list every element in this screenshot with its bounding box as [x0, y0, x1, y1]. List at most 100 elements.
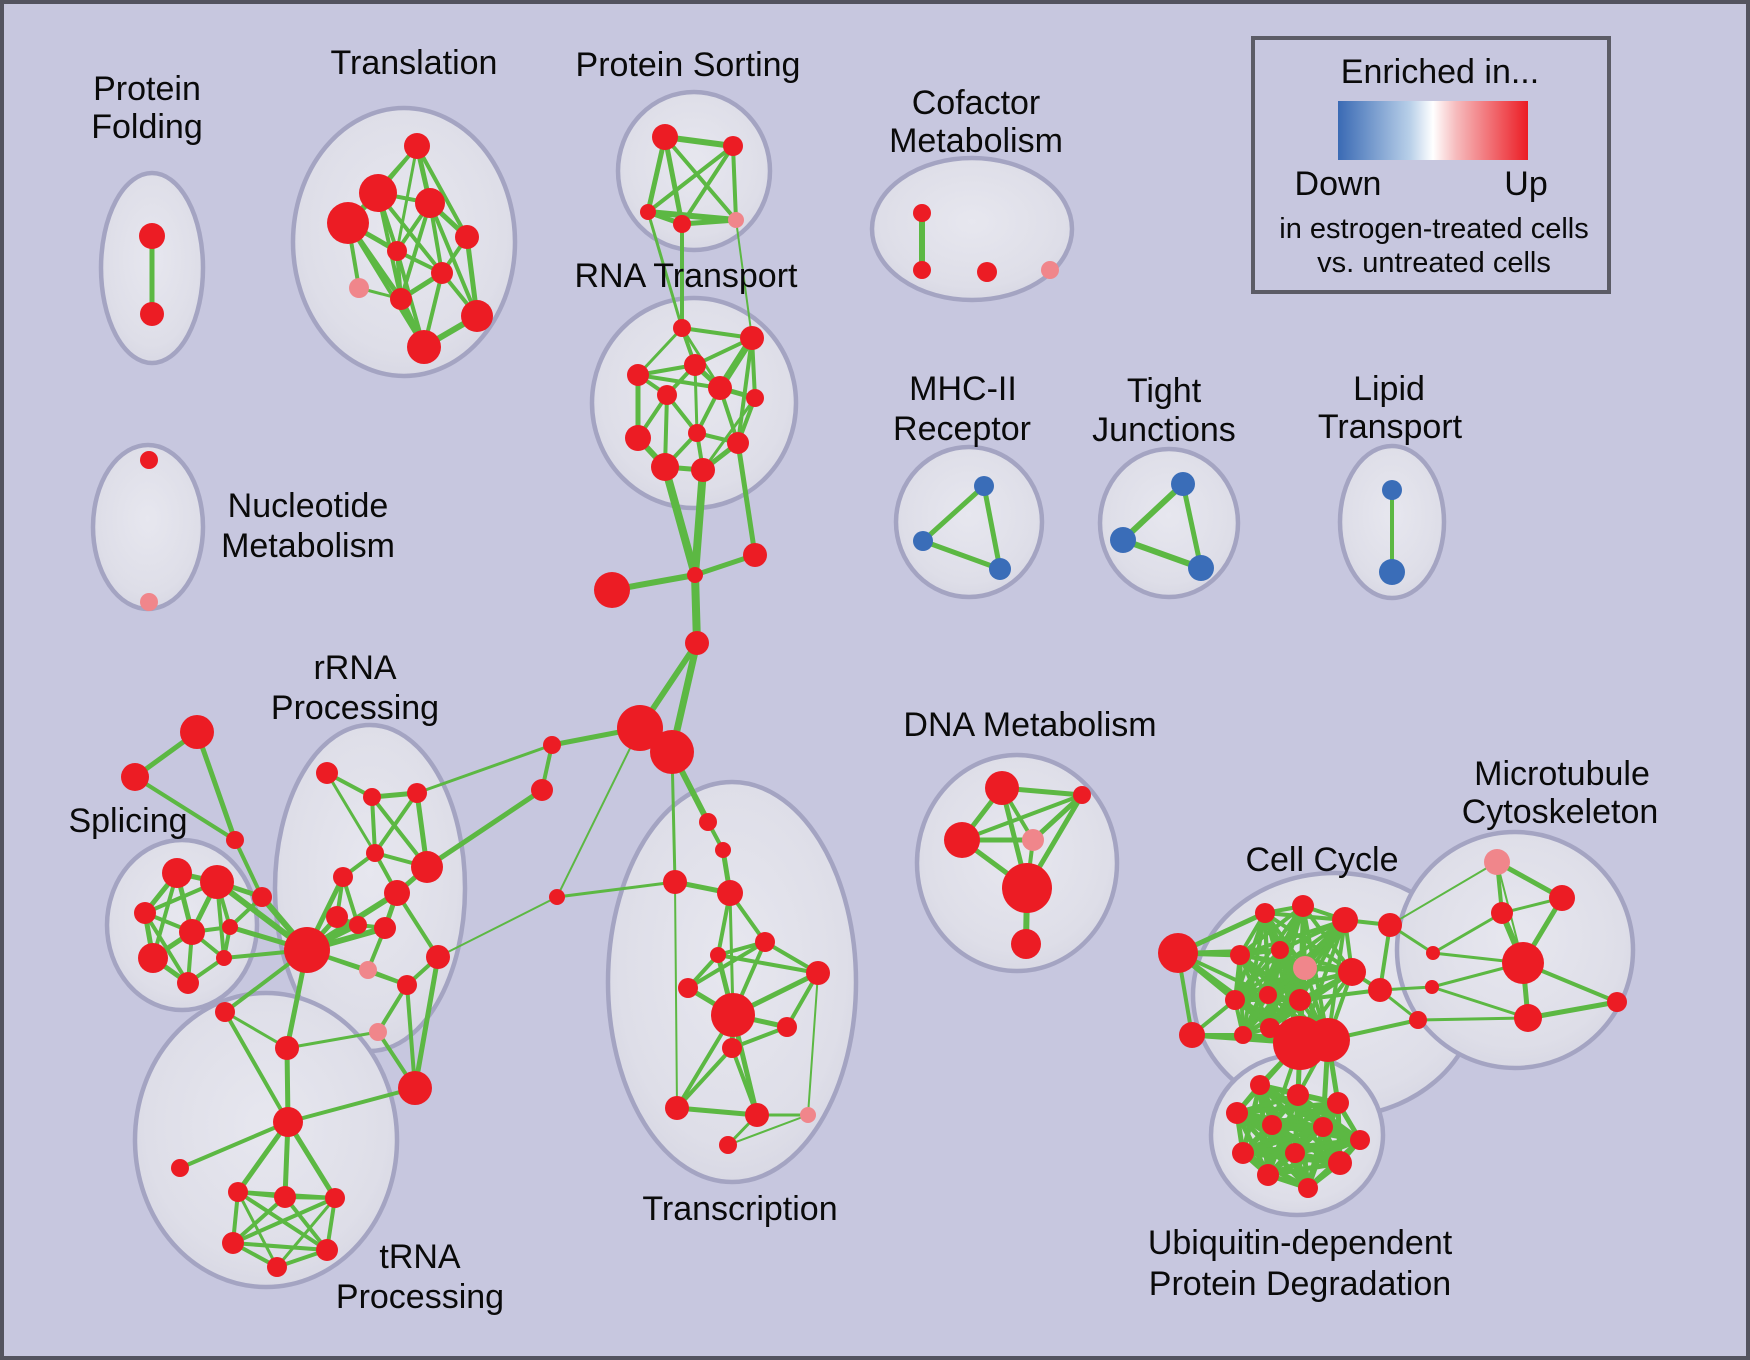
connectors-node: [650, 730, 694, 774]
tight-junctions-edge: [1120, 481, 1186, 543]
rrna-processing-node: [426, 945, 450, 969]
cofactor-metabolism-node: [977, 262, 997, 282]
cell-cycle-node: [1234, 1026, 1252, 1044]
rna-transport-node: [691, 458, 715, 482]
cofactor-metabolism-node: [913, 204, 931, 222]
rna-transport-label: RNA Transport: [575, 257, 799, 295]
dna-metabolism-node: [1022, 829, 1044, 851]
trna-processing-node: [273, 1107, 303, 1137]
ubiquitin-degradation-node: [1250, 1075, 1270, 1095]
transcription-node: [719, 1136, 737, 1154]
cell-cycle-node: [1306, 1018, 1350, 1062]
connectors-edge: [194, 729, 238, 843]
translation-node: [431, 262, 453, 284]
transcription-node: [745, 1103, 769, 1127]
cofactor-metabolism-label: Metabolism: [889, 122, 1063, 160]
translation-node: [455, 225, 479, 249]
splicing-node: [200, 865, 234, 899]
cell-cycle-node: [1230, 945, 1250, 965]
ubiquitin-degradation-label: Ubiquitin-dependent: [1148, 1224, 1453, 1262]
microtubule-cytoskeleton-label: Cytoskeleton: [1462, 793, 1659, 831]
splicing-node: [138, 943, 168, 973]
rrna-processing-label: Processing: [271, 689, 439, 727]
cell-cycle-node: [1378, 913, 1402, 937]
cell-cycle-edge: [1238, 904, 1305, 957]
tight-junctions-label: Junctions: [1092, 411, 1236, 449]
microtubule-cytoskeleton-node: [1409, 1011, 1427, 1029]
inter-cluster-edge: [691, 466, 707, 579]
inter-cluster-edge: [424, 787, 545, 870]
transcription-edge: [686, 940, 767, 990]
mhc-ii-receptor-edge: [920, 483, 987, 544]
protein-sorting-edge: [680, 144, 735, 226]
translation-node: [407, 330, 441, 364]
translation-node: [359, 174, 397, 212]
connectors-node: [699, 813, 717, 831]
transcription-node: [678, 978, 698, 998]
protein-folding-node: [140, 302, 164, 326]
transcription-edge: [727, 1114, 809, 1146]
tight-junctions-node: [1171, 472, 1195, 496]
rna-transport-node: [673, 319, 691, 337]
protein-sorting-edge: [646, 144, 735, 214]
ubiquitin-degradation-node: [1350, 1130, 1370, 1150]
ubiquitin-degradation-node: [1287, 1084, 1309, 1106]
trna-processing-edge: [231, 1195, 287, 1245]
inter-cluster-edge: [555, 880, 677, 899]
connectors-edge: [556, 727, 641, 898]
rrna-processing-node: [316, 762, 338, 784]
lipid-transport-node: [1382, 480, 1402, 500]
connectors-node: [594, 572, 630, 608]
microtubule-cytoskeleton-node: [1425, 980, 1439, 994]
nodes-layer: [121, 124, 1627, 1277]
cell-cycle-node: [1225, 990, 1245, 1010]
tight-junctions-edge: [1180, 481, 1204, 571]
transcription-node: [717, 880, 743, 906]
trna-processing-node: [316, 1239, 338, 1261]
tight-junctions-node: [1188, 555, 1214, 581]
connectors-node: [549, 889, 565, 905]
trna-processing-edge: [283, 1195, 329, 1252]
connectors-node: [715, 842, 731, 858]
splicing-label: Splicing: [68, 802, 187, 840]
microtubule-cytoskeleton-edge: [1430, 985, 1530, 1020]
legend-title: Enriched in...: [1341, 53, 1539, 91]
trna-processing-label: tRNA: [379, 1238, 461, 1276]
mhc-ii-receptor-edge: [981, 483, 1003, 572]
trna-processing-edge: [231, 1241, 329, 1252]
translation-node: [461, 300, 493, 332]
rrna-processing-node: [363, 788, 381, 806]
transcription-node: [665, 1096, 689, 1120]
dna-metabolism-node: [985, 771, 1019, 805]
lipid-transport-node: [1379, 559, 1405, 585]
trna-processing-edge: [275, 1196, 337, 1269]
mhc-ii-receptor-label: Receptor: [893, 410, 1031, 448]
protein-sorting-edge: [662, 134, 685, 227]
rna-transport-node: [708, 376, 732, 400]
mhc-ii-receptor-ellipse: [893, 444, 1045, 600]
transcription-node: [722, 1038, 742, 1058]
rna-transport-node: [688, 424, 706, 442]
rrna-processing-edge: [285, 1030, 380, 1050]
nucleotide-metabolism-label: Nucleotide: [228, 487, 389, 525]
protein-sorting-edge: [663, 135, 738, 222]
rna-transport-node: [727, 432, 749, 454]
rna-transport-node: [651, 453, 679, 481]
connectors-node: [685, 631, 709, 655]
translation-node: [349, 278, 369, 298]
transcription-node: [710, 947, 726, 963]
ubiquitin-degradation-node: [1298, 1178, 1318, 1198]
trna-processing-edge: [178, 1120, 290, 1170]
splicing-node: [216, 950, 232, 966]
mhc-ii-receptor-label: MHC-II: [909, 370, 1017, 408]
protein-sorting-edge: [679, 217, 739, 227]
protein-folding-label: Protein: [93, 70, 201, 108]
cell-cycle-node: [1368, 978, 1392, 1002]
mhc-ii-receptor-node: [913, 531, 933, 551]
trna-processing-node: [222, 1232, 244, 1254]
rrna-processing-node: [411, 851, 443, 883]
inter-cluster-edge: [437, 896, 558, 958]
cell-cycle-edge: [1233, 948, 1282, 1002]
splicing-node: [222, 919, 238, 935]
